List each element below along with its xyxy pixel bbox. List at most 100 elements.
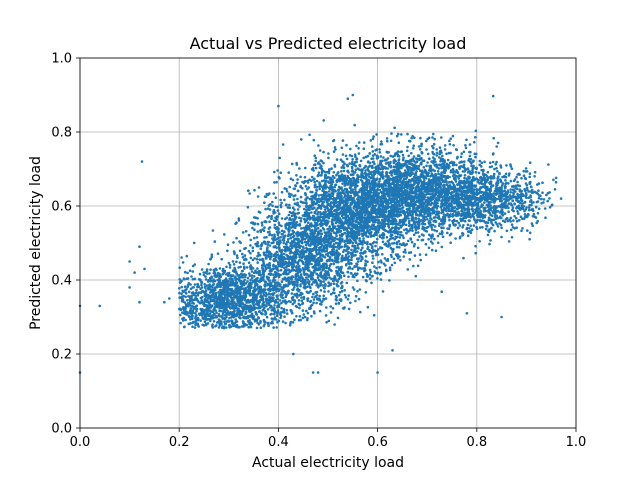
data-point [344, 296, 348, 299]
data-point [272, 208, 276, 212]
data-point [373, 270, 377, 273]
data-point [387, 224, 390, 228]
data-point [323, 246, 326, 249]
data-point [304, 166, 307, 170]
data-point [270, 284, 274, 288]
data-point [283, 187, 287, 190]
data-point [332, 150, 336, 153]
data-point [244, 307, 248, 310]
data-point [227, 289, 230, 292]
data-point [302, 226, 306, 230]
data-point [424, 253, 428, 256]
data-point [355, 231, 359, 234]
data-point [309, 229, 312, 233]
data-point [343, 216, 347, 220]
data-point [340, 281, 344, 284]
data-point [243, 275, 247, 279]
data-point [280, 301, 283, 305]
data-point [345, 143, 348, 147]
data-point [226, 285, 230, 288]
data-point [283, 198, 286, 202]
data-point [289, 255, 293, 258]
data-point [306, 248, 310, 252]
data-point [320, 179, 324, 183]
data-point [228, 283, 232, 286]
data-point [329, 235, 332, 239]
data-point [241, 294, 245, 298]
data-point [312, 235, 315, 238]
data-point [223, 320, 226, 324]
data-point [274, 219, 278, 223]
data-point [280, 201, 283, 205]
data-point [222, 286, 225, 290]
data-point [242, 287, 245, 291]
data-point [219, 306, 223, 309]
data-point [272, 296, 275, 300]
data-point [312, 292, 315, 296]
data-point [310, 253, 314, 256]
data-point [281, 300, 285, 303]
data-point [373, 265, 376, 268]
data-point [302, 207, 306, 211]
data-point [302, 201, 305, 204]
data-point [285, 278, 289, 281]
data-point [298, 303, 302, 307]
data-point [200, 283, 203, 287]
data-point [292, 187, 296, 191]
data-point [263, 226, 266, 229]
data-point [273, 310, 276, 313]
data-point [301, 255, 305, 259]
data-point [389, 253, 393, 257]
data-point [275, 318, 278, 321]
data-point [235, 303, 238, 307]
data-point [215, 316, 218, 319]
data-point [357, 233, 361, 237]
data-point [233, 315, 236, 318]
data-point [288, 252, 292, 255]
data-point [351, 229, 354, 232]
data-point [356, 272, 359, 276]
data-point [384, 268, 388, 272]
data-point [374, 220, 377, 224]
data-point [328, 238, 331, 242]
data-point [300, 227, 303, 230]
data-point [193, 283, 197, 286]
data-point [303, 240, 307, 244]
data-point [323, 273, 326, 277]
data-point [328, 245, 332, 248]
data-point [399, 259, 402, 262]
data-point [264, 295, 268, 298]
data-point [266, 308, 270, 311]
data-point [268, 299, 271, 302]
data-point [276, 309, 280, 312]
data-point [258, 298, 262, 302]
data-point [213, 288, 216, 292]
data-point [340, 259, 343, 263]
data-point [189, 318, 192, 321]
data-point [300, 241, 304, 244]
data-point [239, 241, 242, 245]
data-point [324, 314, 328, 317]
data-point [276, 283, 280, 286]
data-point [222, 299, 225, 303]
data-point [440, 290, 444, 294]
data-point [397, 223, 400, 226]
data-point [245, 299, 248, 303]
data-point [293, 293, 296, 296]
data-point [340, 286, 344, 289]
data-point [239, 316, 242, 320]
data-point [196, 298, 199, 302]
data-point [289, 236, 293, 240]
data-point [339, 158, 343, 161]
data-point [332, 171, 336, 174]
data-point [221, 282, 224, 286]
data-point [309, 277, 313, 281]
data-point [264, 313, 267, 316]
data-point [314, 159, 318, 163]
data-point [341, 307, 345, 310]
data-point [369, 270, 373, 274]
data-point [273, 281, 277, 285]
data-point [194, 323, 197, 327]
data-point [346, 252, 350, 255]
data-point [252, 293, 255, 297]
